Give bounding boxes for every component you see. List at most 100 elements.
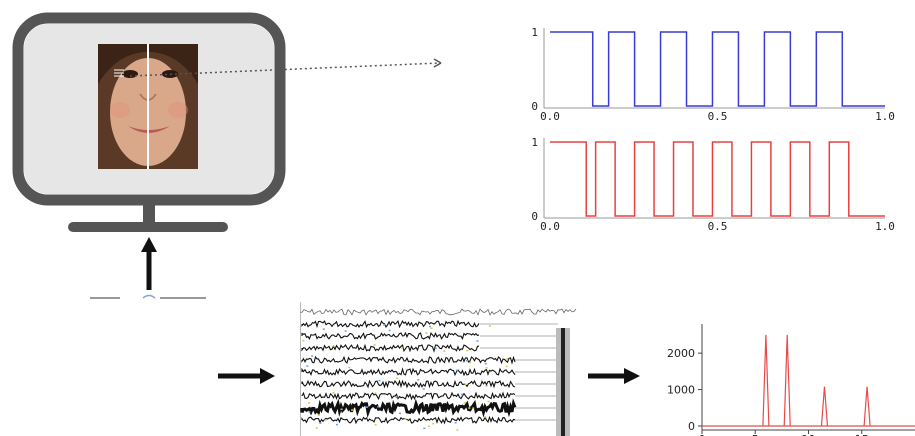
- raw-noise-dot: [485, 367, 488, 369]
- square-wave-chart-top: 0 1 0.0 0.5 1.0: [531, 26, 895, 123]
- raw-channel-trace: [301, 391, 516, 401]
- pointer-arrowhead-icon: [433, 58, 442, 68]
- spectrum-y-tick-2000: 2000: [667, 347, 695, 360]
- raw-signal-panel: [300, 302, 577, 436]
- raw-noise-dot: [401, 347, 404, 349]
- spectrum-peak-4: [863, 386, 871, 427]
- spectrum-x-tick-10: 10: [802, 433, 816, 436]
- raw-channel-trace: [301, 415, 516, 425]
- raw-noise-dot: [373, 344, 376, 346]
- raw-noise-dot: [455, 369, 458, 372]
- raw-noise-dot: [306, 365, 309, 367]
- spectrum-x-tick-15: 15: [855, 433, 869, 436]
- raw-scrollbar-thumb: [561, 328, 565, 436]
- raw-noise-dot: [425, 332, 428, 334]
- raw-noise-dot: [466, 349, 469, 352]
- raw-noise-dot: [461, 393, 464, 396]
- monitor-stand: [68, 222, 228, 232]
- monitor-frame: [12, 12, 286, 206]
- raw-noise-dot: [383, 324, 386, 326]
- square-wave-chart-bottom: 0 1 0.0 0.5 1.0: [531, 136, 895, 233]
- raw-top-trace: [300, 308, 577, 316]
- raw-channel-trace: [301, 379, 516, 389]
- raw-noise-dot: [324, 419, 327, 421]
- raw-noise-dot: [317, 414, 320, 416]
- left-eye-icon: [122, 70, 138, 78]
- raw-noise-dot: [428, 325, 431, 328]
- sensor-icon: [142, 294, 156, 299]
- right-arrow-2-icon: [624, 368, 640, 384]
- raw-noise-dot: [506, 358, 509, 360]
- raw-noise-dot: [423, 427, 426, 430]
- top-wave-x-tick-0.0: 0.0: [540, 110, 560, 123]
- raw-noise-dot: [468, 361, 471, 364]
- spectrum-y-tick-0: 0: [688, 420, 695, 433]
- right-arrow-1-icon: [260, 368, 275, 384]
- raw-noise-dot: [454, 422, 457, 424]
- raw-channel-trace: [301, 355, 516, 365]
- raw-noise-dot: [487, 400, 490, 403]
- bottom-wave-y-tick-1: 1: [531, 136, 538, 149]
- dotted-pointer-line: [129, 62, 441, 77]
- raw-noise-dot: [322, 328, 325, 330]
- raw-channel-trace: [301, 367, 516, 377]
- raw-noise-dot: [466, 359, 469, 362]
- raw-noise-dot: [395, 396, 398, 399]
- monitor-neck: [143, 204, 155, 222]
- bottom-wave-x-tick-1.0: 1.0: [875, 220, 895, 233]
- raw-noise-dot: [388, 329, 391, 332]
- top-wave-x-tick-1.0: 1.0: [875, 110, 895, 123]
- raw-noise-dot: [417, 378, 420, 381]
- raw-noise-dot: [302, 339, 305, 342]
- raw-noise-dot: [332, 391, 335, 394]
- raw-noise-dot: [488, 325, 491, 327]
- raw-noise-dot: [443, 350, 446, 352]
- spectrum-peak-1: [762, 334, 770, 427]
- raw-noise-dot: [422, 388, 425, 390]
- raw-noise-dot: [468, 407, 471, 409]
- raw-noise-dot: [311, 355, 314, 357]
- raw-noise-dot: [378, 379, 381, 382]
- raw-noise-dot: [484, 416, 487, 418]
- bottom-wave-x-tick-0.5: 0.5: [708, 220, 728, 233]
- raw-noise-dot: [398, 412, 401, 415]
- raw-noise-dot: [340, 408, 343, 411]
- raw-channel-trace: [300, 398, 517, 419]
- spectrum-y-tick-1000: 1000: [667, 384, 695, 397]
- raw-noise-dot: [348, 366, 351, 369]
- raw-noise-dot: [374, 423, 377, 426]
- bottom-wave-series-line: [550, 141, 885, 217]
- raw-noise-dot: [377, 405, 380, 408]
- raw-noise-dot: [374, 392, 377, 394]
- raw-channel-trace: [301, 319, 480, 329]
- top-wave-y-tick-1: 1: [531, 26, 538, 39]
- raw-noise-dot: [319, 422, 322, 424]
- raw-noise-dot: [308, 402, 311, 404]
- raw-noise-dot: [332, 345, 335, 347]
- top-wave-y-tick-0: 0: [531, 100, 538, 113]
- up-arrow-icon: [141, 237, 157, 252]
- top-wave-x-tick-0.5: 0.5: [708, 110, 728, 123]
- spectrum-x-tick-5: 5: [752, 433, 759, 436]
- top-wave-series-line: [550, 31, 885, 107]
- raw-noise-dot: [404, 418, 407, 420]
- spectrum-peak-2: [783, 334, 791, 427]
- raw-noise-dot: [485, 384, 488, 387]
- raw-noise-dot: [472, 407, 475, 409]
- bottom-wave-x-tick-0.0: 0.0: [540, 220, 560, 233]
- raw-noise-dot: [365, 406, 368, 408]
- raw-noise-dot: [456, 428, 459, 431]
- raw-noise-dot: [430, 327, 433, 330]
- mouth: [128, 126, 170, 133]
- raw-noise-dot: [476, 340, 479, 342]
- bottom-wave-y-tick-0: 0: [531, 210, 538, 223]
- raw-noise-dot: [464, 383, 467, 385]
- raw-noise-dot: [427, 425, 430, 427]
- raw-noise-dot: [432, 422, 435, 425]
- face-photo: [98, 44, 198, 169]
- raw-noise-dot: [434, 347, 437, 350]
- hair: [98, 44, 198, 84]
- raw-noise-dot: [308, 411, 311, 413]
- raw-channel-trace: [301, 331, 480, 341]
- spectrum-x-tick-0: 0: [699, 433, 706, 436]
